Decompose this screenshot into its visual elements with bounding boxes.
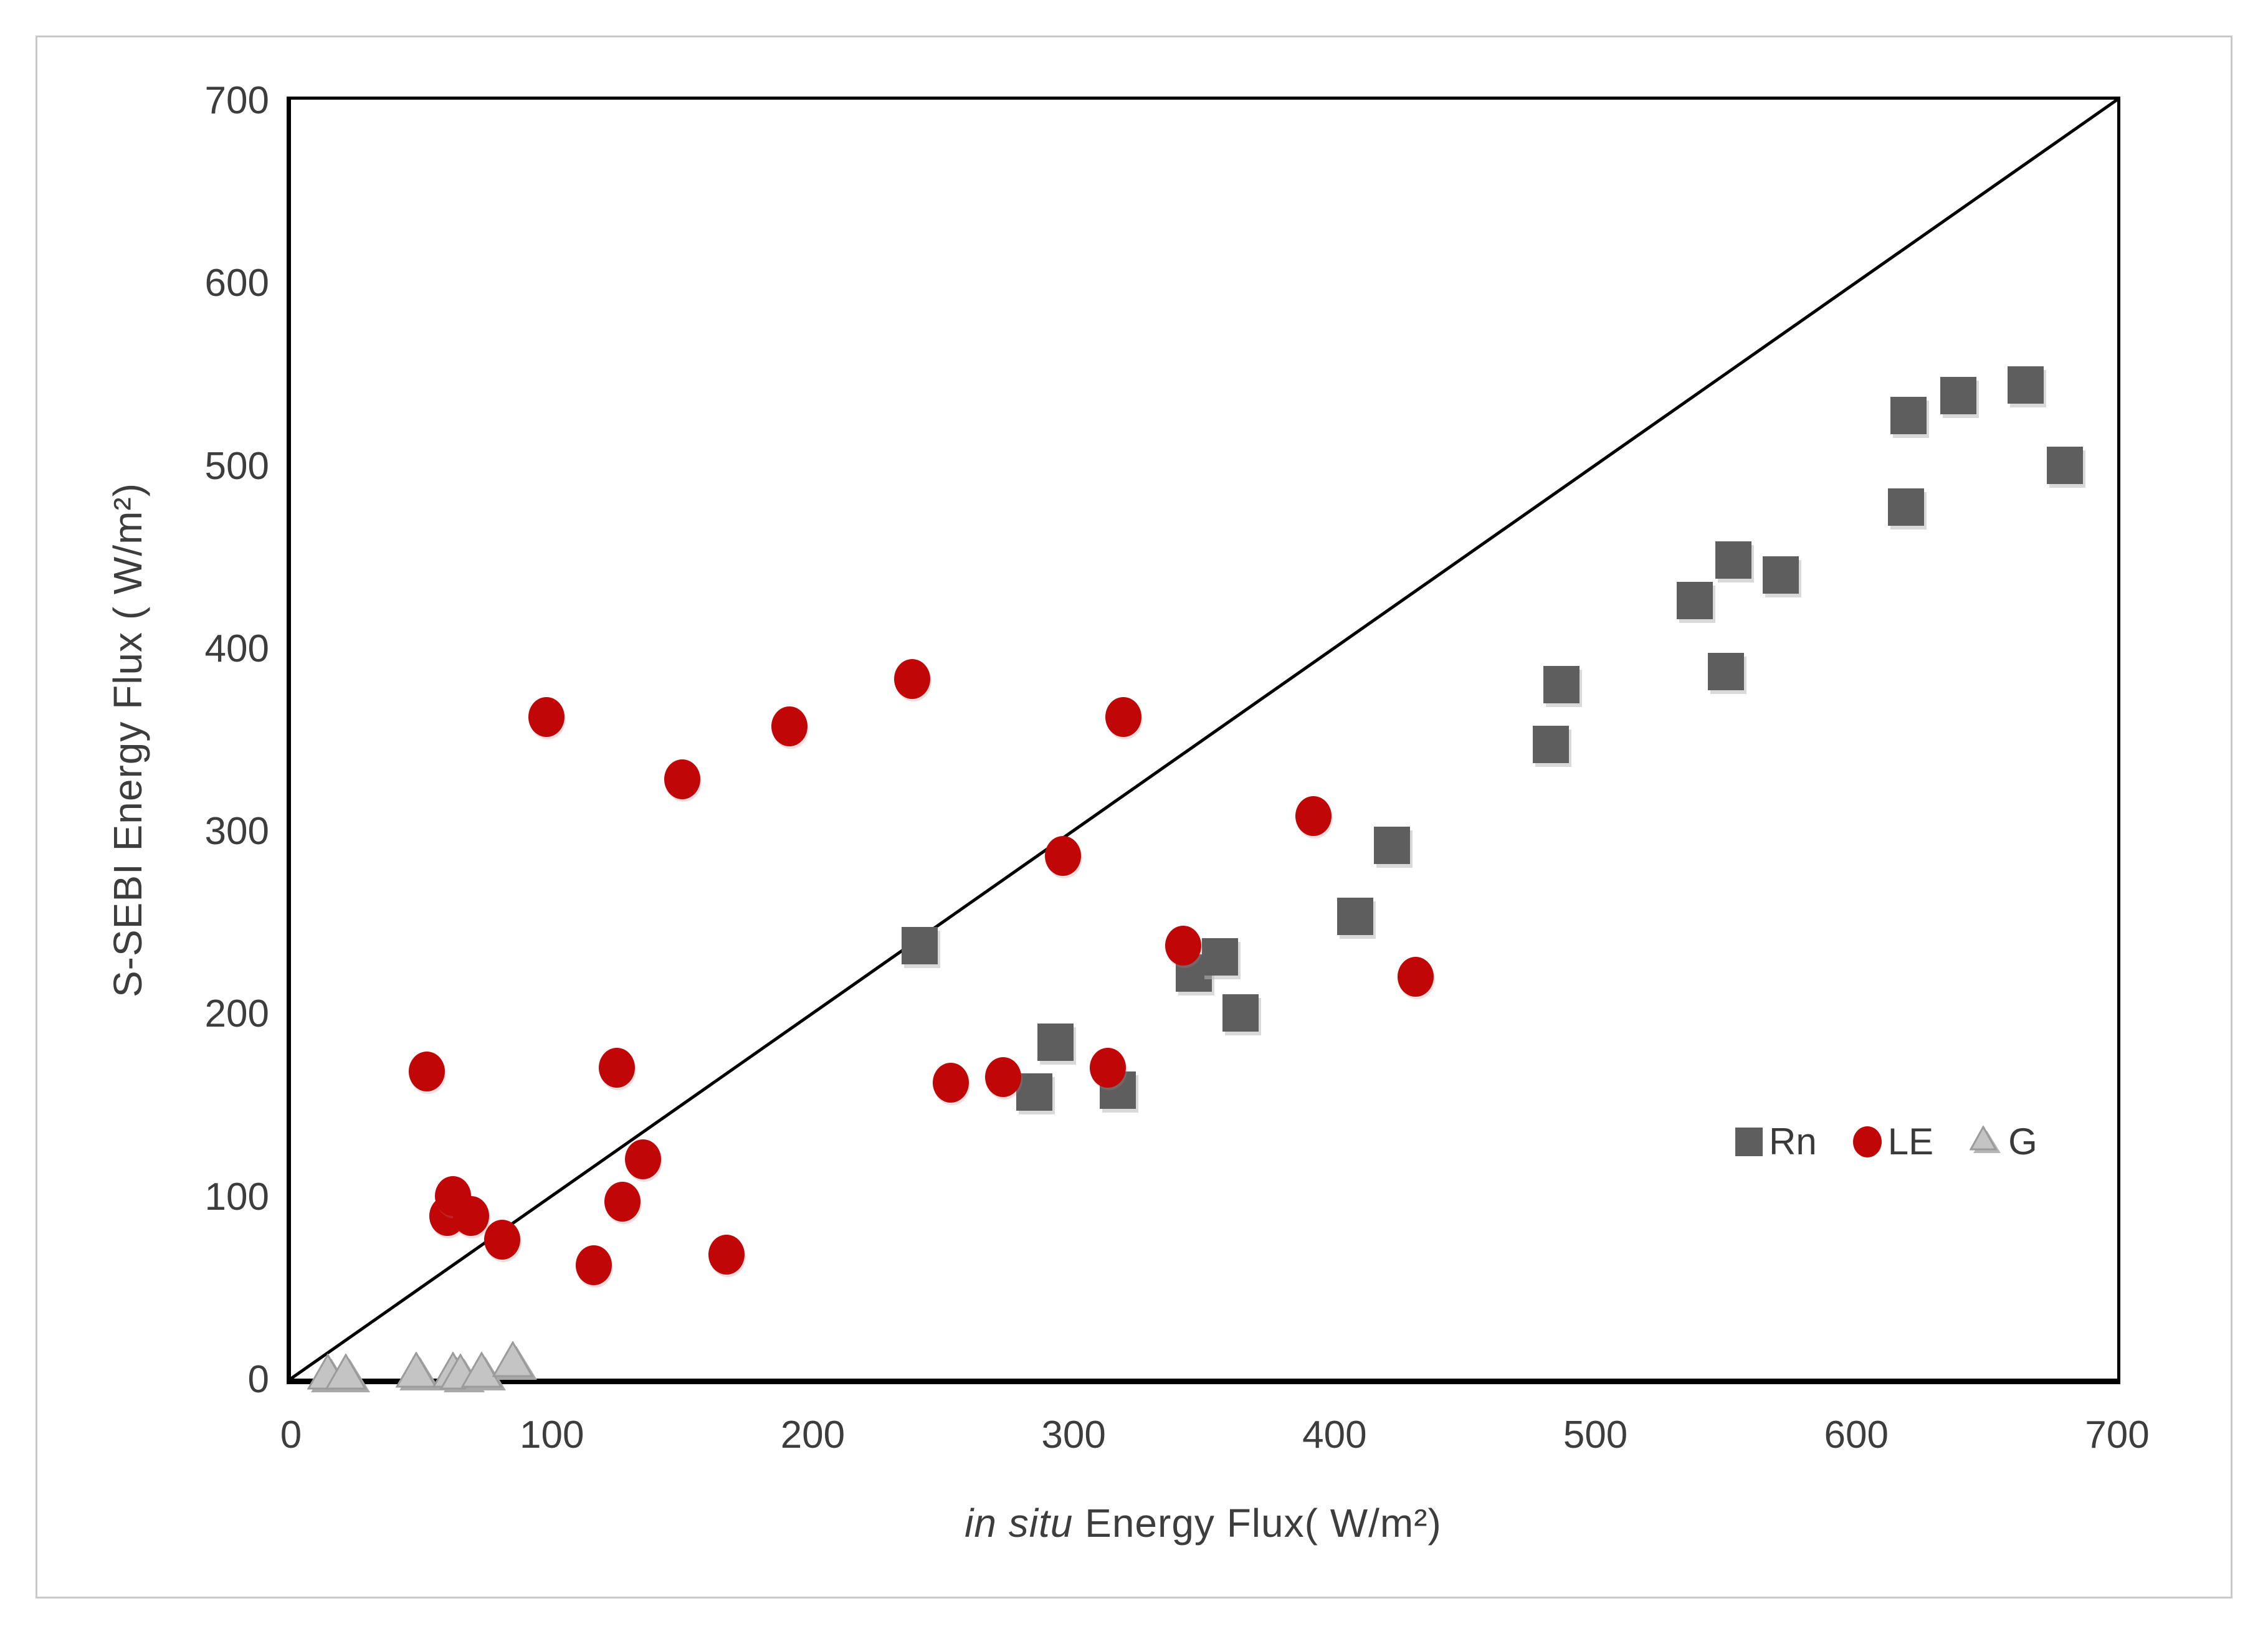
legend-triangle-icon <box>1969 1124 2002 1157</box>
data-point-rn <box>1676 581 1713 619</box>
data-point-rn <box>1762 556 1799 594</box>
data-point-le <box>452 1195 489 1236</box>
data-point-le <box>985 1057 1022 1098</box>
plot-area: Rn LE G <box>287 97 2120 1393</box>
data-point-le <box>599 1048 636 1088</box>
y-tick-label: 100 <box>204 1175 269 1218</box>
one-to-one-reference-line <box>291 100 2117 1379</box>
y-tick-label: 700 <box>204 79 269 122</box>
data-point-rn <box>1715 541 1752 579</box>
data-point-rn <box>1037 1024 1074 1062</box>
y-tick-label: 300 <box>204 810 269 853</box>
y-axis-title: S-SEBI Energy Flux ( W/m²) <box>105 482 150 998</box>
legend-label: G <box>2008 1121 2037 1162</box>
data-point-le <box>604 1181 641 1222</box>
data-point-le <box>1295 796 1332 836</box>
y-tick-label: 400 <box>204 627 269 670</box>
legend-circle-icon <box>1852 1126 1882 1157</box>
legend: Rn LE G <box>1735 1120 2037 1163</box>
data-point-le <box>893 658 930 699</box>
data-point-rn <box>902 926 938 964</box>
x-tick-label: 700 <box>2085 1413 2150 1456</box>
x-axis-title: in situ Energy Flux( W/m²) <box>965 1500 1442 1546</box>
data-point-le <box>575 1245 612 1286</box>
data-point-rn <box>1890 397 1927 435</box>
data-point-rn <box>1222 994 1259 1032</box>
legend-label: Rn <box>1769 1121 1817 1162</box>
data-point-rn <box>1543 665 1580 703</box>
data-point-le <box>1045 836 1082 876</box>
data-point-le <box>771 706 808 746</box>
x-tick-label: 100 <box>519 1413 584 1456</box>
data-point-rn <box>2008 366 2044 404</box>
x-tick-label: 400 <box>1302 1413 1367 1456</box>
data-point-le <box>528 697 565 738</box>
data-point-rn <box>1337 897 1374 935</box>
data-point-le <box>708 1234 745 1275</box>
data-point-g <box>492 1340 538 1381</box>
y-tick-label: 500 <box>204 444 269 488</box>
data-point-le <box>664 759 701 800</box>
data-point-g <box>395 1351 442 1392</box>
data-point-le <box>1397 956 1434 997</box>
data-point-rn <box>2047 446 2084 484</box>
data-point-le <box>484 1220 521 1260</box>
legend-item-rn: Rn <box>1735 1120 1817 1163</box>
x-tick-label: 600 <box>1824 1413 1889 1456</box>
x-axis-title-italic-part: in situ <box>965 1501 1074 1546</box>
data-point-le <box>625 1139 662 1180</box>
legend-label: LE <box>1887 1121 1934 1162</box>
y-tick-label: 600 <box>204 262 269 305</box>
data-point-g <box>325 1353 371 1394</box>
data-point-le <box>408 1052 445 1092</box>
x-tick-label: 500 <box>1563 1413 1628 1456</box>
data-point-rn <box>1887 488 1924 526</box>
x-tick-label: 200 <box>780 1413 846 1456</box>
data-point-rn <box>1201 938 1238 976</box>
data-point-rn <box>1940 377 1976 415</box>
data-point-le <box>1089 1048 1126 1088</box>
data-point-g <box>460 1351 507 1392</box>
y-tick-label: 200 <box>204 992 269 1036</box>
data-point-rn <box>1533 726 1570 764</box>
data-point-rn <box>1016 1073 1053 1111</box>
legend-item-g: G <box>1969 1120 2037 1163</box>
data-point-le <box>933 1062 970 1103</box>
x-tick-label: 0 <box>280 1413 302 1456</box>
data-point-le <box>1105 697 1141 738</box>
y-tick-label: 0 <box>247 1358 269 1401</box>
legend-item-le: LE <box>1852 1120 1934 1163</box>
data-point-rn <box>1373 826 1410 864</box>
data-point-rn <box>1707 652 1744 690</box>
x-tick-label: 300 <box>1041 1413 1106 1456</box>
x-axis-title-rest: Energy Flux( W/m²) <box>1073 1501 1442 1546</box>
legend-square-icon <box>1735 1127 1763 1156</box>
data-point-le <box>1165 925 1201 966</box>
